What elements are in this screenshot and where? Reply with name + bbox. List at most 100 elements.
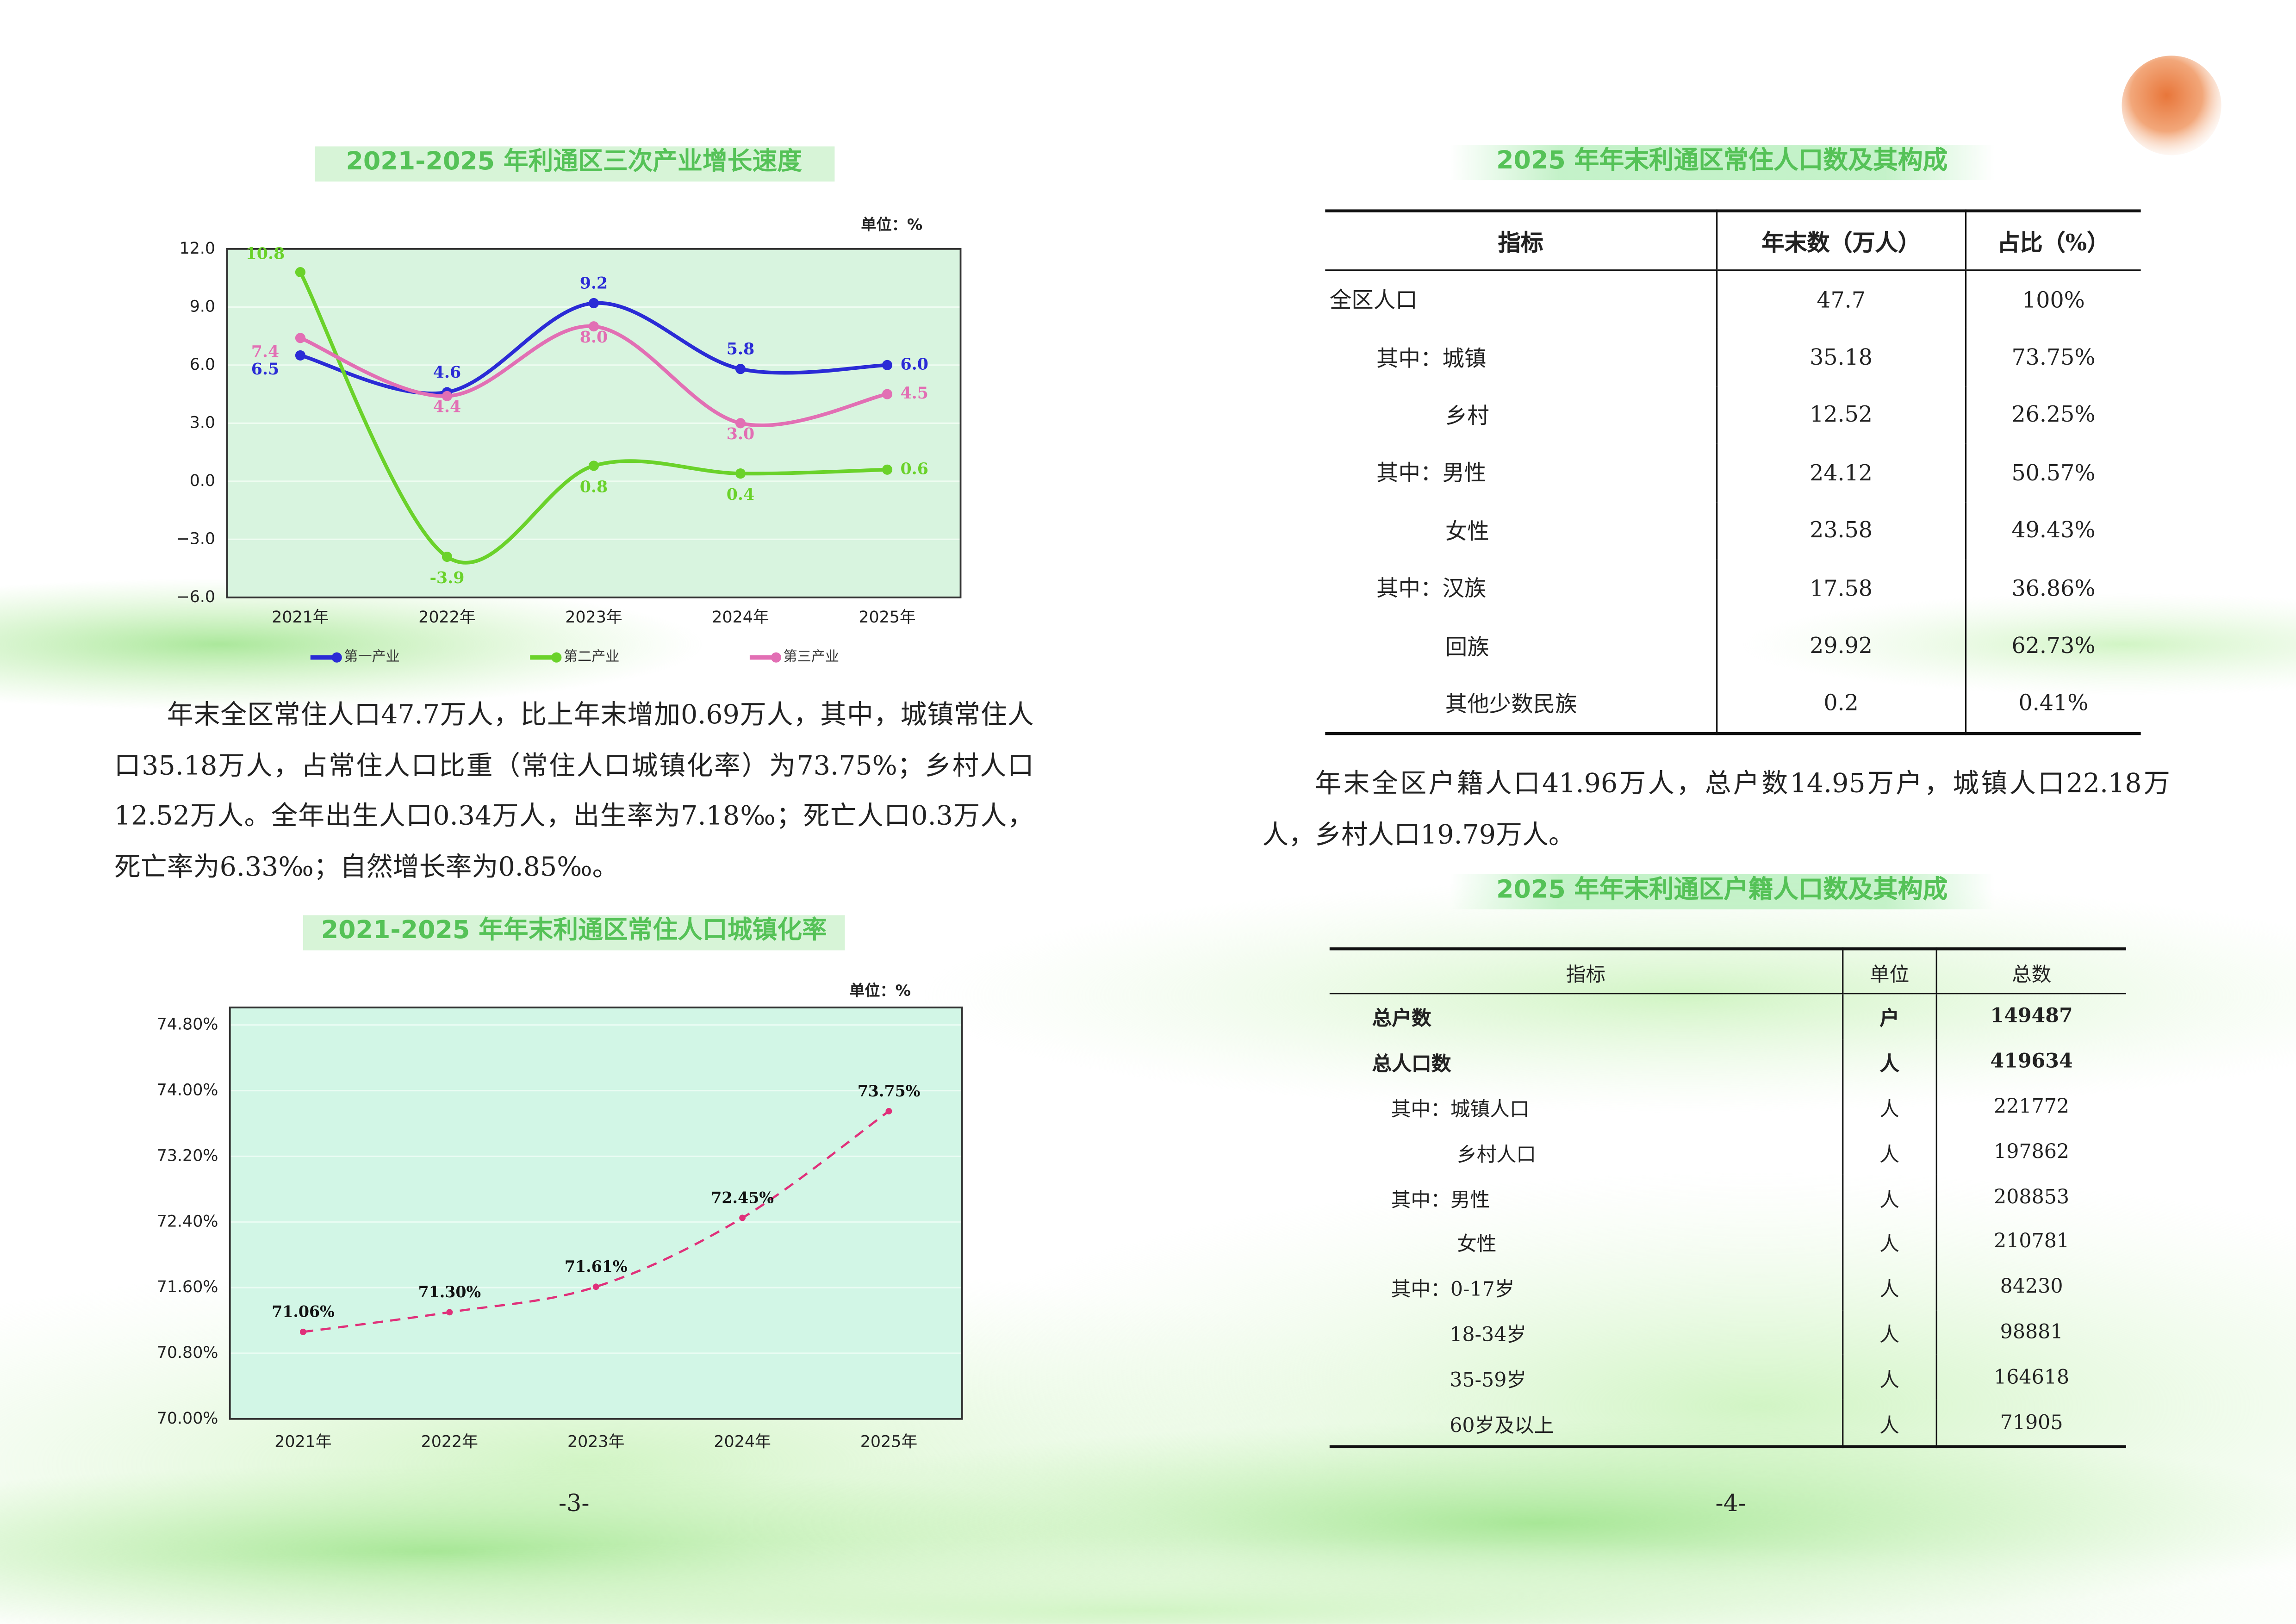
table-cell: 18-34岁 <box>1450 1324 1527 1347</box>
series-line <box>299 271 888 565</box>
series-line <box>303 1110 890 1333</box>
table: 指标 单位 总数 总户数户 149487 总人口数人 419634 其中：城镇人口人 22177… <box>1329 947 2126 1448</box>
table-cell: 60岁及以上 <box>1450 1413 1554 1437</box>
table-cell: 其中：城镇人口 <box>1391 1098 1530 1122</box>
table-cell: 人 <box>1842 1175 1936 1220</box>
table-cell: 36.86% <box>1965 559 2141 617</box>
y-tick-label: 3.0 <box>190 413 215 432</box>
table-cell: 98881 <box>1935 1310 2126 1355</box>
table-cell: 71905 <box>1935 1400 2126 1447</box>
table-cell: 12.52 <box>1716 386 1966 444</box>
table-cell: 女性 <box>1457 1233 1497 1257</box>
x-tick-label: 2024年 <box>714 1432 771 1451</box>
chart-title: 2021-2025 年年末利通区常住人口城镇化率 <box>321 915 827 944</box>
table-cell: 人 <box>1842 1129 1936 1175</box>
data-label: 9.2 <box>580 274 608 292</box>
plot-border <box>226 248 962 598</box>
data-point <box>882 389 893 399</box>
unit-label: 单位：% <box>849 981 911 999</box>
data-point <box>735 468 746 479</box>
legend-swatch <box>551 652 562 663</box>
chart-title: 2021-2025 年利通区三次产业增长速度 <box>346 146 802 175</box>
y-tick-label: 9.0 <box>190 297 215 316</box>
table-row: 总人口数 人 419634 <box>1330 1039 2126 1085</box>
y-tick-label: 74.80% <box>157 1015 218 1034</box>
table-row: 其中：0-17岁 人 84230 <box>1330 1264 2126 1310</box>
data-label: -3.9 <box>429 568 464 587</box>
plot-area <box>230 1007 962 1419</box>
y-tick-label: −3.0 <box>176 529 215 548</box>
table-cell: 197862 <box>1935 1129 2126 1175</box>
y-tick-label: 74.00% <box>157 1081 218 1100</box>
table-row: 乡村 12.52 26.25% <box>1325 386 2141 444</box>
table-cell: 户 <box>1842 993 1936 1039</box>
table-cell: 其中：0-17岁 <box>1391 1278 1515 1302</box>
table-row: 女性 人 210781 <box>1330 1220 2126 1265</box>
table-row: 总户数 户 149487 <box>1330 993 2126 1039</box>
table-cell: 221772 <box>1935 1084 2126 1130</box>
data-label: 5.8 <box>727 340 755 359</box>
table-cell: 164618 <box>1935 1355 2126 1400</box>
y-tick-label: 70.00% <box>157 1409 218 1428</box>
legend-swatch <box>771 652 781 663</box>
table-cell: 人 <box>1842 1084 1936 1130</box>
table-cell: 其中：汉族 <box>1376 575 1487 602</box>
table-cell: 17.58 <box>1716 559 1966 617</box>
table-cell: 其中：男性 <box>1376 460 1487 487</box>
data-point <box>446 1309 453 1316</box>
table-cell: 其中：城镇 <box>1376 345 1487 372</box>
y-tick-label: 71.60% <box>157 1278 218 1296</box>
table-cell: 人 <box>1842 1220 1936 1265</box>
data-point <box>735 364 746 374</box>
table-cell: 210781 <box>1935 1220 2126 1265</box>
data-label: 3.0 <box>727 424 755 443</box>
table-row: 其中：汉族 17.58 36.86% <box>1325 559 2141 617</box>
table-row: 60岁及以上 人 71905 <box>1330 1400 2126 1447</box>
table-cell: 总人口数 <box>1372 1053 1451 1077</box>
y-tick-label: 6.0 <box>190 355 215 374</box>
table-cell: 24.12 <box>1716 444 1966 502</box>
data-point <box>295 267 305 278</box>
table-cell: 149487 <box>1935 993 2126 1039</box>
table-cell: 女性 <box>1445 518 1489 545</box>
table-title: 2025 年年末利通区常住人口数及其构成 <box>1450 145 1995 180</box>
table-cell: 29.92 <box>1716 617 1966 675</box>
data-label: 71.06% <box>272 1303 335 1321</box>
page-number: -4- <box>1715 1489 1746 1517</box>
table-row: 其他少数民族 0.2 0.41% <box>1325 674 2141 734</box>
table-row: 35-59岁 人 164618 <box>1330 1355 2126 1400</box>
x-tick-label: 2022年 <box>421 1432 478 1451</box>
table-cell: 23.58 <box>1716 501 1966 560</box>
data-point <box>739 1214 746 1221</box>
plot-border <box>229 1006 963 1420</box>
table-cell: 35-59岁 <box>1450 1369 1527 1393</box>
table-cell: 人 <box>1842 1355 1936 1400</box>
data-point <box>295 333 305 343</box>
data-label: 0.6 <box>900 459 928 478</box>
table-row: 其中：城镇人口 人 221772 <box>1330 1084 2126 1130</box>
table-cell: 419634 <box>1935 1039 2126 1085</box>
title-band <box>315 146 835 182</box>
table-cell: 人 <box>1842 1400 1936 1447</box>
x-tick-label: 2021年 <box>272 608 329 627</box>
table-cell: 全区人口 <box>1329 287 1418 314</box>
data-label: 73.75% <box>858 1082 921 1100</box>
data-point <box>735 418 746 429</box>
table-header-cell: 指标 <box>1329 949 1843 995</box>
table-cell: 100% <box>1965 270 2141 329</box>
table-header-cell: 单位 <box>1842 949 1936 995</box>
table-header-cell: 指标 <box>1325 211 1717 271</box>
data-point <box>592 1283 599 1290</box>
table-cell: 0.2 <box>1716 674 1966 734</box>
legend-label: 第一产业 <box>344 649 400 665</box>
x-tick-label: 2025年 <box>860 1432 917 1451</box>
data-point <box>882 464 893 475</box>
table-cell: 人 <box>1842 1264 1936 1310</box>
table-cell: 回族 <box>1445 633 1489 660</box>
table-row: 其中：男性 24.12 50.57% <box>1325 444 2141 502</box>
legend-swatch <box>331 652 342 663</box>
y-tick-label: 73.20% <box>157 1146 218 1165</box>
x-tick-label: 2021年 <box>274 1432 331 1451</box>
